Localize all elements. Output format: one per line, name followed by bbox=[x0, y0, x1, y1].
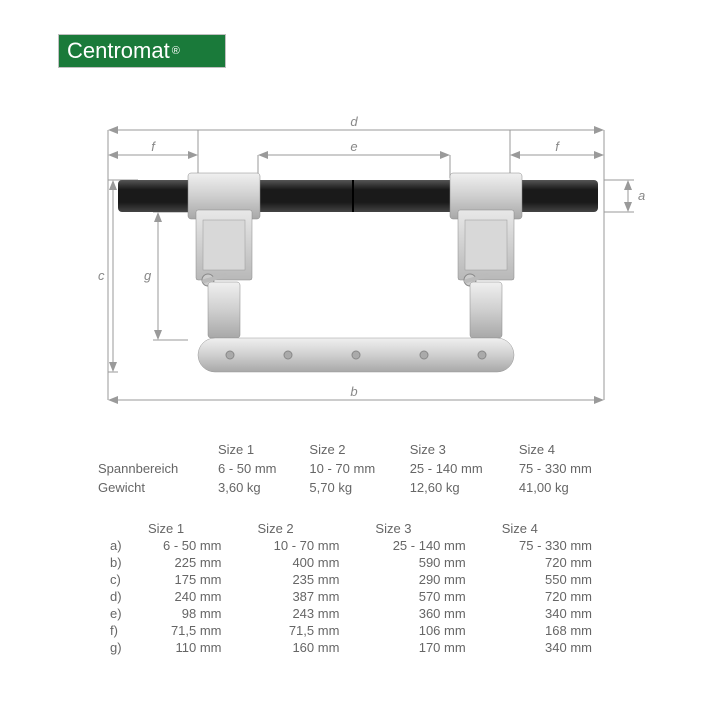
summary-cell: 5,70 kg bbox=[301, 478, 401, 497]
brand-logo: Centromat® bbox=[58, 34, 226, 68]
summary-row-label: Gewicht bbox=[90, 478, 210, 497]
summary-table: Size 1 Size 2 Size 3 Size 4 Spannbereich… bbox=[90, 440, 620, 497]
dim-cell: 106 mm bbox=[367, 622, 493, 639]
dim-cell: 720 mm bbox=[494, 588, 620, 605]
dim-cell: 110 mm bbox=[140, 639, 250, 656]
dim-row: b)225 mm400 mm590 mm720 mm bbox=[90, 554, 620, 571]
dim-cell: 360 mm bbox=[367, 605, 493, 622]
dim-row-key: b) bbox=[90, 554, 140, 571]
dim-header-2: Size 2 bbox=[250, 520, 368, 537]
dim-cell: 240 mm bbox=[140, 588, 250, 605]
dim-cell: 235 mm bbox=[250, 571, 368, 588]
dim-row-key: g) bbox=[90, 639, 140, 656]
dim-cell: 10 - 70 mm bbox=[250, 537, 368, 554]
summary-cell: 12,60 kg bbox=[402, 478, 511, 497]
dim-header-4: Size 4 bbox=[494, 520, 620, 537]
registered-mark: ® bbox=[172, 45, 180, 57]
dim-cell: 71,5 mm bbox=[250, 622, 368, 639]
summary-header-2: Size 2 bbox=[301, 440, 401, 459]
dim-cell: 400 mm bbox=[250, 554, 368, 571]
dim-label-f-right: f bbox=[555, 139, 560, 154]
dim-row: a)6 - 50 mm10 - 70 mm25 - 140 mm75 - 330… bbox=[90, 537, 620, 554]
dim-cell: 590 mm bbox=[367, 554, 493, 571]
dim-cell: 720 mm bbox=[494, 554, 620, 571]
dim-header-row: Size 1 Size 2 Size 3 Size 4 bbox=[90, 520, 620, 537]
dim-label-f-left: f bbox=[151, 139, 156, 154]
summary-header-4: Size 4 bbox=[511, 440, 620, 459]
summary-header-row: Size 1 Size 2 Size 3 Size 4 bbox=[90, 440, 620, 459]
dim-cell: 225 mm bbox=[140, 554, 250, 571]
summary-cell: 75 - 330 mm bbox=[511, 459, 620, 478]
dim-row: f)71,5 mm71,5 mm106 mm168 mm bbox=[90, 622, 620, 639]
summary-cell: 41,00 kg bbox=[511, 478, 620, 497]
summary-row-label: Spannbereich bbox=[90, 459, 210, 478]
dim-cell: 387 mm bbox=[250, 588, 368, 605]
dim-row: c)175 mm235 mm290 mm550 mm bbox=[90, 571, 620, 588]
dim-cell: 25 - 140 mm bbox=[367, 537, 493, 554]
dim-cell: 168 mm bbox=[494, 622, 620, 639]
dim-cell: 6 - 50 mm bbox=[140, 537, 250, 554]
dim-cell: 71,5 mm bbox=[140, 622, 250, 639]
dim-label-a: a bbox=[638, 188, 645, 203]
dim-label-e: e bbox=[350, 139, 357, 154]
dim-cell: 170 mm bbox=[367, 639, 493, 656]
dim-cell: 340 mm bbox=[494, 605, 620, 622]
dim-row: e)98 mm243 mm360 mm340 mm bbox=[90, 605, 620, 622]
dim-row-key: a) bbox=[90, 537, 140, 554]
dim-cell: 340 mm bbox=[494, 639, 620, 656]
dim-label-c: c bbox=[98, 268, 105, 283]
dim-label-g: g bbox=[144, 268, 152, 283]
summary-cell: 3,60 kg bbox=[210, 478, 301, 497]
dim-cell: 98 mm bbox=[140, 605, 250, 622]
summary-header-1: Size 1 bbox=[210, 440, 301, 459]
dim-header-1: Size 1 bbox=[140, 520, 250, 537]
dim-label-d: d bbox=[350, 114, 358, 129]
summary-header-3: Size 3 bbox=[402, 440, 511, 459]
dim-cell: 243 mm bbox=[250, 605, 368, 622]
dim-row-key: d) bbox=[90, 588, 140, 605]
dim-row-key: f) bbox=[90, 622, 140, 639]
dim-label-b: b bbox=[350, 384, 357, 399]
dim-row-key: c) bbox=[90, 571, 140, 588]
dim-row: d)240 mm387 mm570 mm720 mm bbox=[90, 588, 620, 605]
summary-header-blank bbox=[90, 440, 210, 459]
dim-header-3: Size 3 bbox=[367, 520, 493, 537]
dim-row: g)110 mm160 mm170 mm340 mm bbox=[90, 639, 620, 656]
dim-cell: 550 mm bbox=[494, 571, 620, 588]
dim-row-key: e) bbox=[90, 605, 140, 622]
dim-cell: 290 mm bbox=[367, 571, 493, 588]
product-diagram: d e f f a c g b bbox=[58, 100, 648, 420]
dim-cell: 160 mm bbox=[250, 639, 368, 656]
summary-cell: 10 - 70 mm bbox=[301, 459, 401, 478]
summary-cell: 6 - 50 mm bbox=[210, 459, 301, 478]
diagram-svg: d e f f a c g b bbox=[58, 100, 648, 420]
summary-cell: 25 - 140 mm bbox=[402, 459, 511, 478]
brand-name: Centromat bbox=[67, 38, 170, 64]
dim-cell: 75 - 330 mm bbox=[494, 537, 620, 554]
summary-row: Gewicht 3,60 kg 5,70 kg 12,60 kg 41,00 k… bbox=[90, 478, 620, 497]
summary-row: Spannbereich 6 - 50 mm 10 - 70 mm 25 - 1… bbox=[90, 459, 620, 478]
dim-cell: 570 mm bbox=[367, 588, 493, 605]
dimensions-table: Size 1 Size 2 Size 3 Size 4 a)6 - 50 mm1… bbox=[90, 520, 620, 656]
dim-cell: 175 mm bbox=[140, 571, 250, 588]
